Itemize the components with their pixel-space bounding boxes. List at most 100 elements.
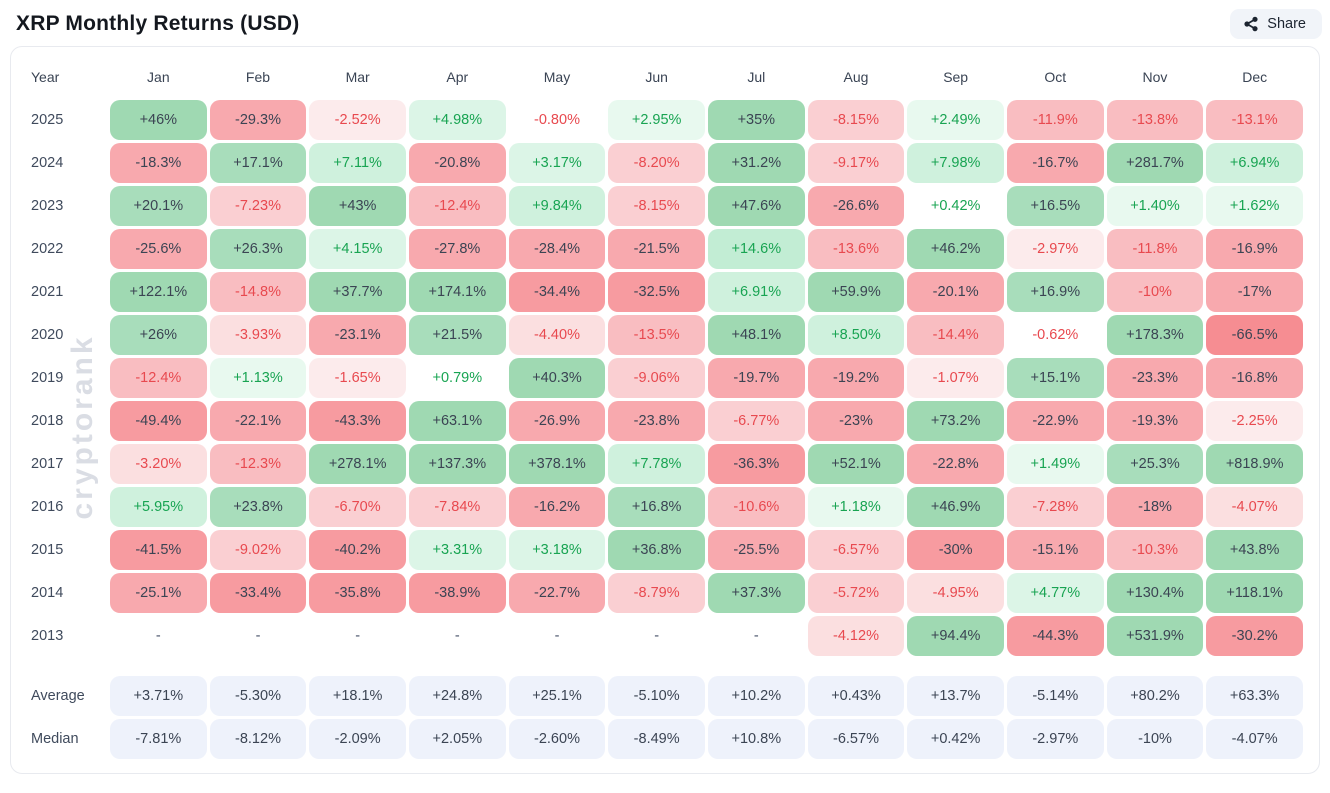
return-cell: -1.65% [309, 358, 406, 398]
summary-cell: -8.12% [209, 719, 307, 759]
return-cell: -13.8% [1106, 100, 1204, 140]
share-button[interactable]: Share [1230, 9, 1322, 39]
return-cell: -35.8% [309, 573, 406, 613]
row-label-summary: Average [31, 688, 85, 704]
summary-cell: +13.7% [907, 676, 1004, 716]
return-cell: - [408, 616, 506, 656]
return-cell: -3.20% [110, 444, 207, 484]
row-label-year: 2016 [31, 499, 64, 515]
summary-cell: +2.05% [408, 719, 506, 759]
return-cell: -22.7% [508, 573, 606, 613]
return-cell: -8.15% [608, 186, 705, 226]
return-cell: -16.2% [508, 487, 606, 527]
summary-cell: -5.30% [209, 676, 307, 716]
return-cell: +5.95% [110, 487, 207, 527]
return-cell: +46.9% [907, 487, 1004, 527]
summary-cell: -4.07% [1206, 719, 1303, 759]
return-cell: -4.12% [807, 616, 905, 656]
share-button-label: Share [1267, 16, 1306, 32]
return-cell: -15.1% [1006, 530, 1104, 570]
return-cell: -22.8% [907, 444, 1004, 484]
column-header-year: Year [31, 69, 60, 85]
summary-cell: +3.71% [110, 676, 207, 716]
column-header-month: Sep [943, 69, 969, 85]
return-cell: +2.49% [907, 100, 1004, 140]
column-header-month: May [543, 69, 571, 85]
return-cell: -29.3% [209, 100, 307, 140]
summary-cell: -6.57% [807, 719, 905, 759]
return-cell: -3.93% [209, 315, 307, 355]
return-cell: -14.8% [209, 272, 307, 312]
row-label-year: 2015 [31, 542, 64, 558]
return-cell: +46.2% [907, 229, 1004, 269]
summary-cell: +0.43% [807, 676, 905, 716]
return-cell: -27.8% [408, 229, 506, 269]
return-cell: -25.6% [110, 229, 207, 269]
returns-table: Year Jan Feb Mar Apr May Jun Jul Aug Sep Oct Nov Dec… [11, 47, 1319, 773]
return-cell: -23.8% [608, 401, 705, 441]
return-cell: +37.3% [707, 573, 805, 613]
return-cell: -10% [1106, 272, 1204, 312]
return-cell: +4.98% [408, 100, 506, 140]
return-cell: - [110, 616, 207, 656]
return-cell: +6.91% [707, 272, 805, 312]
return-cell: +73.2% [907, 401, 1004, 441]
return-cell: +25.3% [1106, 444, 1204, 484]
return-cell: -12.4% [408, 186, 506, 226]
return-cell: -9.06% [608, 358, 705, 398]
return-cell: -22.1% [209, 401, 307, 441]
return-cell: -25.5% [707, 530, 805, 570]
return-cell: +26.3% [209, 229, 307, 269]
return-cell: +3.31% [408, 530, 506, 570]
page-title: XRP Monthly Returns (USD) [16, 12, 300, 35]
returns-table-card: cryptorank Year Jan Feb Mar Apr May Jun Jul Aug S… [10, 46, 1320, 774]
return-cell: -36.3% [707, 444, 805, 484]
column-header-month: Feb [245, 69, 271, 85]
return-cell: +59.9% [807, 272, 905, 312]
column-header-month: Oct [1044, 69, 1067, 85]
row-label-year: 2021 [31, 284, 64, 300]
return-cell: +21.5% [408, 315, 506, 355]
return-cell: +7.98% [907, 143, 1004, 183]
return-cell: +23.8% [209, 487, 307, 527]
return-cell: +1.62% [1206, 186, 1303, 226]
return-cell: +8.50% [807, 315, 905, 355]
column-header-month: Aug [843, 69, 869, 85]
return-cell: +4.77% [1006, 573, 1104, 613]
column-header-month: Mar [345, 69, 370, 85]
return-cell: +1.49% [1006, 444, 1104, 484]
return-cell: -26.6% [807, 186, 905, 226]
return-cell: -9.02% [209, 530, 307, 570]
return-cell: -19.3% [1106, 401, 1204, 441]
return-cell: -18.3% [110, 143, 207, 183]
return-cell: -2.97% [1006, 229, 1104, 269]
return-cell: -2.52% [309, 100, 406, 140]
topbar: XRP Monthly Returns (USD) Share [0, 0, 1330, 46]
return-cell: -16.7% [1006, 143, 1104, 183]
summary-cell: +80.2% [1106, 676, 1204, 716]
return-cell: +48.1% [707, 315, 805, 355]
return-cell: -11.9% [1006, 100, 1104, 140]
return-cell: -9.17% [807, 143, 905, 183]
return-cell: - [508, 616, 606, 656]
return-cell: +26% [110, 315, 207, 355]
return-cell: +43.8% [1206, 530, 1303, 570]
return-cell: -10.6% [707, 487, 805, 527]
return-cell: +46% [110, 100, 207, 140]
return-cell: -2.25% [1206, 401, 1303, 441]
return-cell: -23.1% [309, 315, 406, 355]
return-cell: -49.4% [110, 401, 207, 441]
return-cell: +137.3% [408, 444, 506, 484]
column-header-month: Dec [1242, 69, 1268, 85]
return-cell: +52.1% [807, 444, 905, 484]
return-cell: +531.9% [1106, 616, 1204, 656]
return-cell: +17.1% [209, 143, 307, 183]
return-cell: -7.84% [408, 487, 506, 527]
return-cell: -26.9% [508, 401, 606, 441]
return-cell: +378.1% [508, 444, 606, 484]
return-cell: -0.80% [508, 100, 606, 140]
summary-cell: +63.3% [1206, 676, 1303, 716]
summary-cell: -8.49% [608, 719, 705, 759]
summary-cell: -2.60% [508, 719, 606, 759]
return-cell: -13.5% [608, 315, 705, 355]
